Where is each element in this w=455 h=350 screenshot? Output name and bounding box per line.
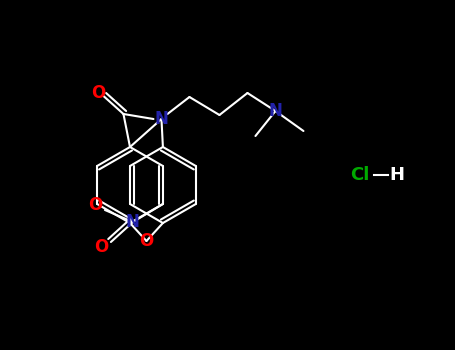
Text: O: O (91, 84, 106, 102)
Text: O: O (88, 196, 102, 214)
Text: H: H (389, 166, 404, 184)
Text: Cl: Cl (350, 166, 369, 184)
Text: N: N (126, 213, 140, 231)
Text: O: O (94, 238, 108, 256)
Text: O: O (139, 232, 154, 250)
Text: N: N (155, 110, 168, 128)
Text: N: N (268, 102, 283, 120)
